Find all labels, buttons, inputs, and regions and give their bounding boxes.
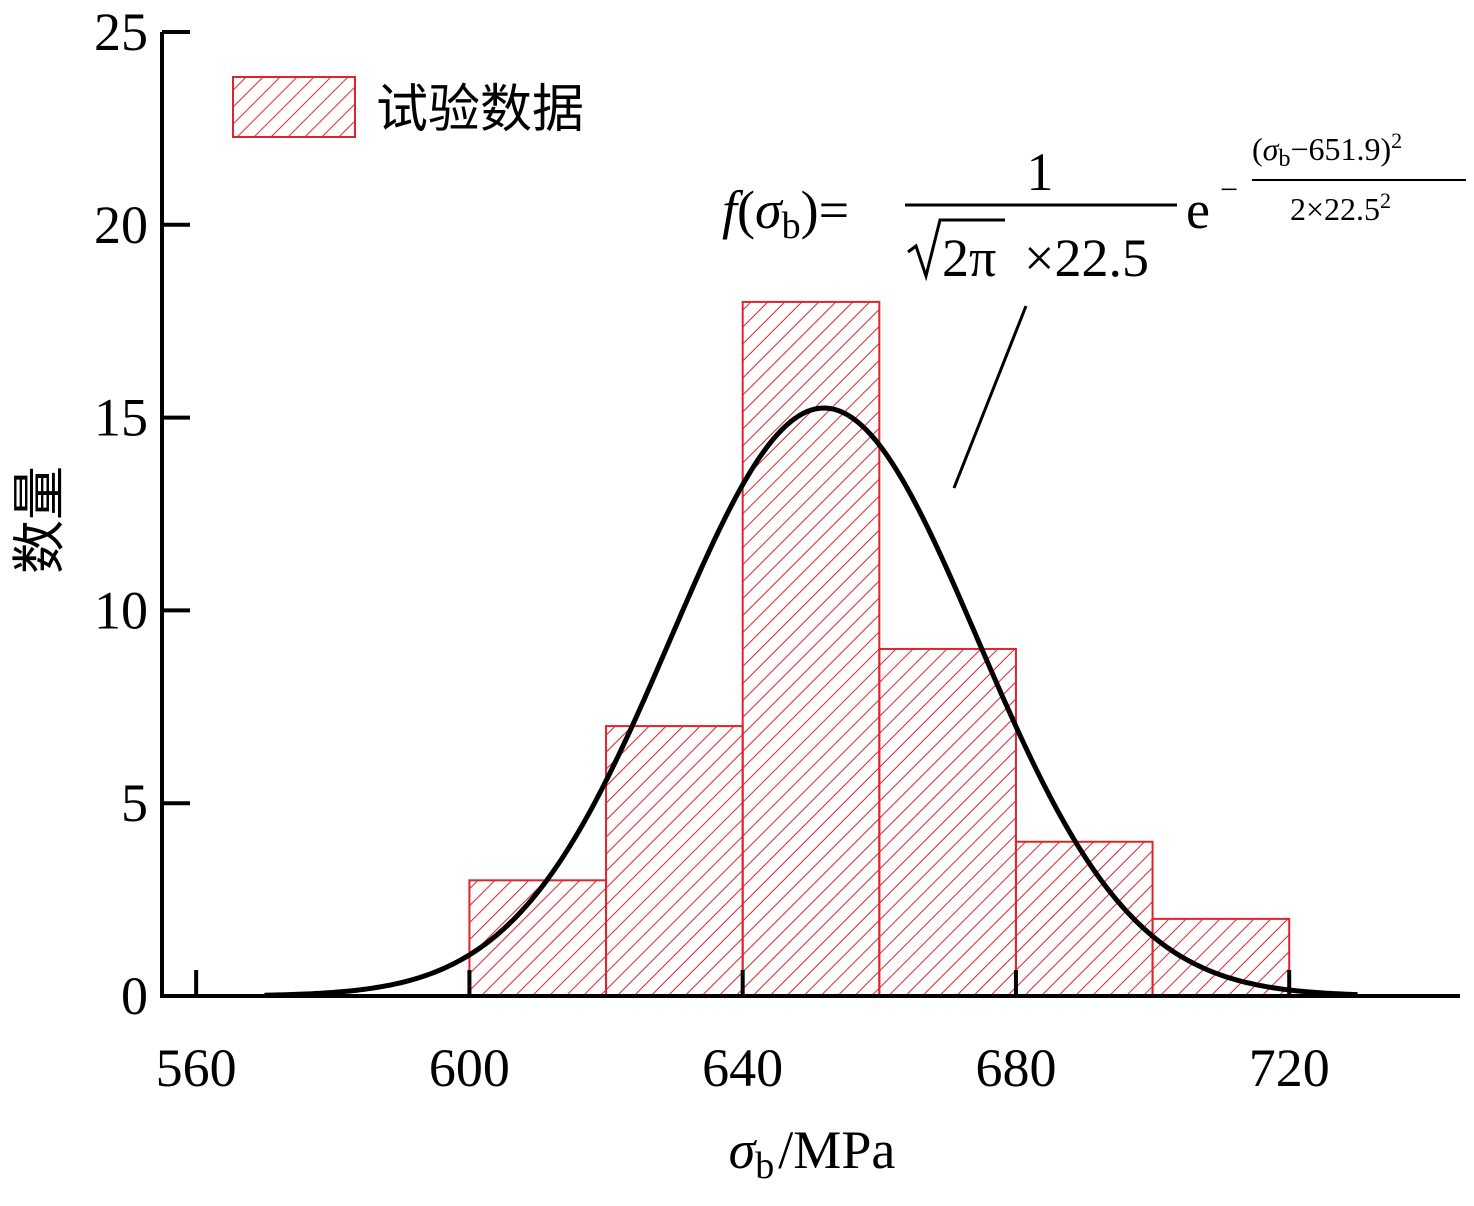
legend: 试验数据: [232, 76, 584, 139]
histogram-bar: [878, 647, 1017, 998]
y-tick-label: 10: [94, 580, 148, 640]
y-tick-label: 0: [121, 966, 148, 1026]
x-tick-label: 720: [1249, 1038, 1330, 1098]
formula-exp-sigma: σ: [1263, 131, 1280, 167]
y-ticks: 0 5 10 15 20 25: [94, 2, 190, 1026]
y-tick-label: 5: [121, 773, 148, 833]
formula-pointer-line: [952, 305, 1028, 489]
formula-lhs: f(σb)=: [722, 180, 849, 247]
x-axis-label-symbol: σ: [729, 1120, 758, 1180]
formula-exp-rest: −651.9): [1290, 131, 1391, 167]
x-tick-label: 680: [975, 1038, 1056, 1098]
legend-label: 试验数据: [376, 82, 584, 139]
x-tick-label: 560: [156, 1038, 237, 1098]
formula-exp-sub-b: b: [1278, 146, 1290, 172]
x-axis-label: σb/MPa: [729, 1120, 896, 1187]
formula-open-paren: (: [737, 180, 755, 240]
formula-e: e: [1186, 180, 1210, 240]
sqrt-sign: [907, 218, 1005, 282]
formula-sub-b: b: [782, 205, 801, 247]
formula-times-std: ×22.5: [1024, 228, 1149, 288]
histogram-bar: [1151, 917, 1291, 998]
histogram-bar: [605, 725, 744, 998]
x-tick-label: 600: [429, 1038, 510, 1098]
x-tick-label: 640: [702, 1038, 783, 1098]
x-ticks: 560 600 640 680 720: [156, 970, 1330, 1098]
x-axis-label-subscript: b: [755, 1145, 774, 1187]
formula-exp-num-power: 2: [1391, 128, 1402, 153]
normal-fit-curve: [264, 405, 1358, 998]
histogram-bar: [741, 300, 881, 998]
formula-exp-minus: −: [1220, 171, 1238, 207]
x-axis-label-unit: /MPa: [778, 1120, 895, 1180]
formula-close-paren: ): [801, 180, 819, 240]
formula-exp-den-power: 2: [1380, 188, 1391, 213]
y-axis-label: 数量: [10, 466, 70, 574]
formula-exp-open: (: [1252, 131, 1263, 167]
formula-sqrt-content: 2π: [942, 228, 996, 288]
formula-annotation: f(σb)= 1 2π ×22.5 e − (σb−651.9)2 2×22.5…: [722, 128, 1466, 489]
y-tick-label: 20: [94, 195, 148, 255]
formula-exp-denominator: 2×22.52: [1290, 188, 1391, 227]
histogram-bar: [1014, 840, 1154, 998]
histogram-bars: [468, 300, 1291, 998]
y-tick-label: 15: [94, 388, 148, 448]
formula-equals: =: [819, 180, 849, 240]
axes: [160, 32, 1460, 998]
formula-exp-den: 2×22.5: [1290, 191, 1380, 227]
formula-numerator: 1: [1027, 142, 1054, 202]
formula-exp-numerator: (σb−651.9)2: [1252, 128, 1402, 172]
legend-swatch: [232, 76, 356, 138]
y-tick-label: 25: [94, 2, 148, 62]
formula-sigma: σ: [755, 180, 784, 240]
